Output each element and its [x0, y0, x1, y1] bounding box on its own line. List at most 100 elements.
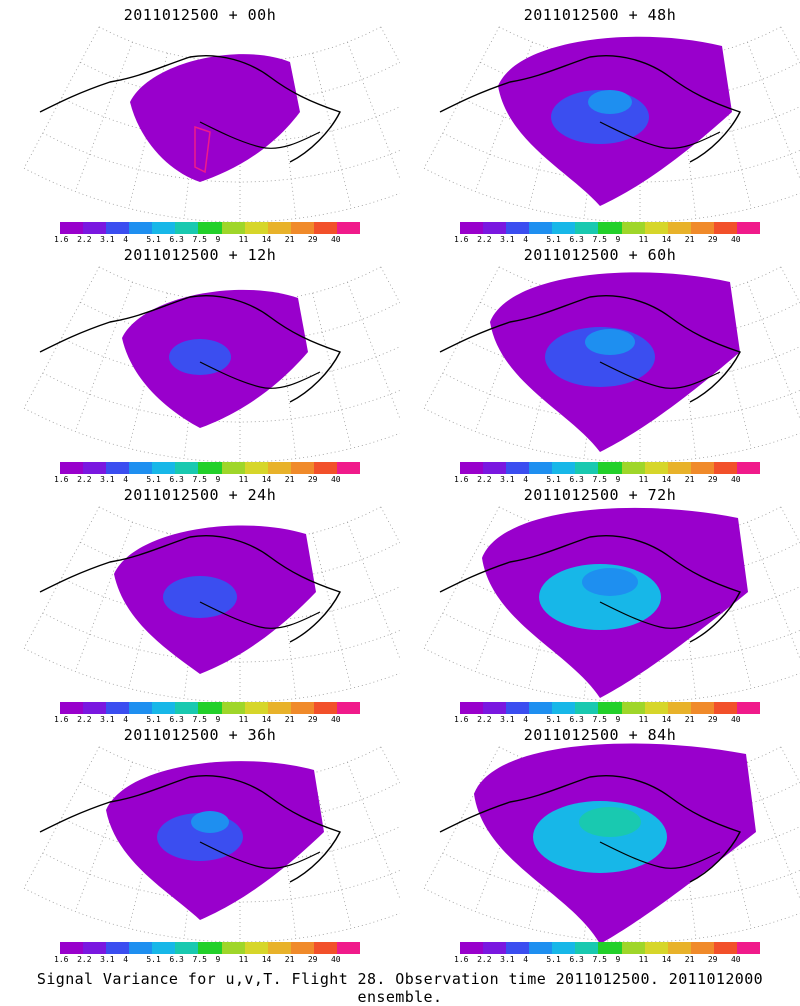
colorbar-label: 14 — [661, 475, 672, 484]
map-panel: 2011012500 + 84h 1.6 2.2 3.1 4 5.1 6.3 7.5 9 11 14… — [400, 720, 800, 964]
colorbar-swatch — [290, 222, 314, 234]
colorbar-label: 5.1 — [546, 235, 561, 244]
colorbar-label: 6.3 — [169, 715, 184, 724]
panel-title: 2011012500 + 60h — [523, 246, 677, 264]
colorbar-swatch — [644, 942, 668, 954]
colorbar-label: 21 — [284, 715, 295, 724]
colorbar-swatch — [244, 702, 268, 714]
colorbar-label: 3.1 — [100, 955, 115, 964]
latitude-circle — [442, 612, 800, 663]
colorbar-label: 6.3 — [169, 475, 184, 484]
colorbar-swatch — [529, 942, 553, 954]
coastline — [599, 361, 721, 389]
colorbar-label: 2.2 — [477, 955, 492, 964]
colorbar-swatch — [267, 702, 291, 714]
colorbar-label: 3.1 — [100, 235, 115, 244]
meridian-line — [780, 266, 800, 304]
colorbar-label: 6.3 — [569, 715, 584, 724]
colorbar-label: 2.2 — [77, 715, 92, 724]
colorbar-swatch — [129, 942, 153, 954]
colorbar-label: 7.5 — [592, 715, 607, 724]
colorbar-swatch — [460, 702, 484, 714]
polar-map — [23, 746, 400, 942]
colorbar-label: 5.1 — [546, 715, 561, 724]
polar-map — [423, 506, 800, 702]
colorbar-swatch — [667, 222, 691, 234]
colorbar-label: 7.5 — [592, 955, 607, 964]
colorbar — [60, 222, 361, 234]
colorbar-label: 7.5 — [592, 235, 607, 244]
colorbar-swatch — [736, 462, 761, 474]
colorbar-swatch — [83, 462, 107, 474]
colorbar-label: 14 — [261, 235, 272, 244]
meridian-line — [380, 506, 400, 544]
colorbar-swatch — [175, 942, 199, 954]
colorbar-label: 6.3 — [569, 235, 584, 244]
colorbar-label: 3.1 — [500, 955, 515, 964]
latitude-circle — [42, 372, 400, 423]
panel-title: 2011012500 + 36h — [123, 726, 277, 744]
colorbar-label: 4 — [123, 955, 129, 964]
map-panel: 2011012500 + 72h 1.6 2.2 3.1 4 5.1 6.3 7.5 9 11 14… — [400, 480, 800, 724]
colorbar-swatch — [290, 702, 314, 714]
colorbar-label: 6.3 — [569, 475, 584, 484]
colorbar-label: 29 — [707, 235, 718, 244]
colorbar-label: 7.5 — [192, 955, 207, 964]
colorbar-labels: 1.6 2.2 3.1 4 5.1 6.3 7.5 9 11 14 21 29 40 — [54, 475, 360, 485]
colorbar-swatch — [552, 462, 576, 474]
colorbar-swatch — [60, 702, 84, 714]
colorbar-swatch — [690, 222, 714, 234]
flight-track — [194, 125, 211, 174]
colorbar-swatch — [313, 702, 337, 714]
coastline — [599, 601, 721, 629]
meridian-line — [423, 26, 500, 169]
colorbar — [460, 462, 761, 474]
colorbar-label: 11 — [238, 955, 249, 964]
colorbar-label: 9 — [215, 955, 221, 964]
colorbar-labels: 1.6 2.2 3.1 4 5.1 6.3 7.5 9 11 14 21 29 40 — [454, 715, 760, 725]
meridian-line — [712, 52, 752, 209]
meridian-line — [747, 521, 800, 660]
colorbar-swatch — [506, 222, 530, 234]
colorbar-label: 2.2 — [77, 955, 92, 964]
colorbar-swatch — [644, 222, 668, 234]
panel-title: 2011012500 + 12h — [123, 246, 277, 264]
colorbar-label: 11 — [638, 235, 649, 244]
colorbar-label: 4 — [523, 955, 529, 964]
colorbar-swatch — [598, 942, 622, 954]
polar-map — [23, 506, 400, 702]
colorbar-swatch — [244, 222, 268, 234]
colorbar-swatch — [221, 222, 245, 234]
latitude-circle — [61, 577, 400, 623]
colorbar-swatch — [129, 462, 153, 474]
coastline — [39, 295, 341, 403]
colorbar-label: 1.6 — [54, 955, 69, 964]
colorbar-label: 7.5 — [192, 715, 207, 724]
colorbar-label: 40 — [730, 955, 741, 964]
colorbar-swatch — [483, 942, 507, 954]
colorbar-label: 29 — [307, 715, 318, 724]
variance-max — [191, 811, 229, 833]
colorbar-swatch — [667, 462, 691, 474]
colorbar-label: 5.1 — [146, 475, 161, 484]
colorbar-swatch — [621, 222, 645, 234]
meridian-line — [74, 41, 133, 192]
variance-max — [582, 568, 638, 596]
meridian-line — [347, 761, 400, 900]
colorbar-labels: 1.6 2.2 3.1 4 5.1 6.3 7.5 9 11 14 21 29 40 — [454, 235, 760, 245]
colorbar-label: 4 — [123, 235, 129, 244]
colorbar-label: 9 — [615, 715, 621, 724]
colorbar-label: 21 — [684, 715, 695, 724]
coastline — [439, 775, 741, 883]
colorbar-swatch — [690, 702, 714, 714]
map-panel: 2011012500 + 12h 1.6 2.2 3.1 4 5.1 6.3 7.5 9 11 14… — [0, 240, 400, 484]
colorbar — [460, 702, 761, 714]
colorbar-label: 40 — [730, 475, 741, 484]
variance-core — [163, 576, 237, 618]
colorbar-swatch — [690, 942, 714, 954]
colorbar-swatch — [244, 942, 268, 954]
colorbar-label: 3.1 — [100, 715, 115, 724]
colorbar-label: 40 — [730, 715, 741, 724]
colorbar-swatch — [129, 702, 153, 714]
meridian-line — [380, 266, 400, 304]
